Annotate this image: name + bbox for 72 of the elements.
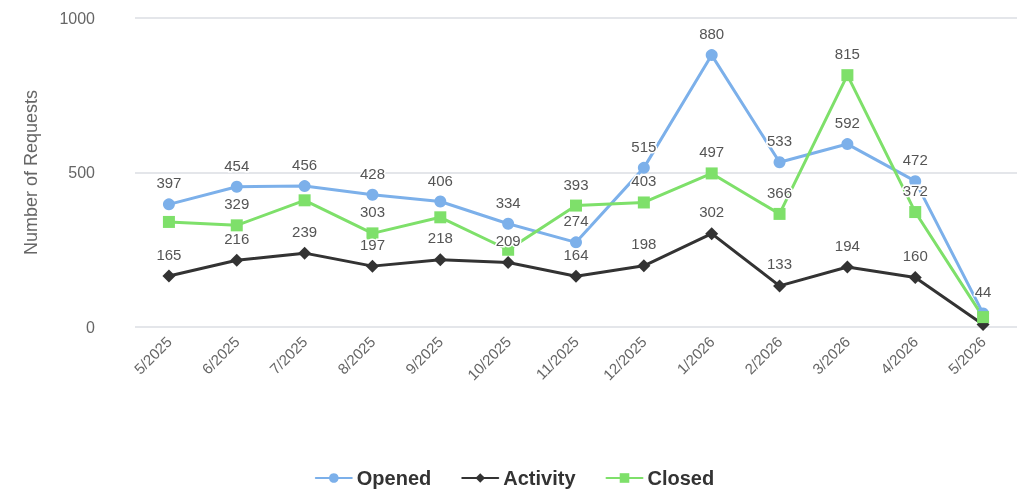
point bbox=[773, 279, 787, 293]
data-label: 44 bbox=[974, 283, 992, 301]
data-label: 160 bbox=[902, 247, 928, 265]
point bbox=[434, 211, 447, 224]
data-label: 164 bbox=[563, 245, 589, 263]
data-label: 515 bbox=[631, 137, 657, 155]
data-label: 165 bbox=[156, 245, 182, 263]
data-label: 239 bbox=[292, 222, 318, 240]
data-label: 456 bbox=[292, 156, 318, 174]
data-label: 303 bbox=[359, 203, 385, 221]
y-tick-label: 500 bbox=[68, 164, 96, 181]
data-label: 454 bbox=[224, 156, 250, 174]
point bbox=[162, 198, 175, 211]
data-label: 329 bbox=[224, 195, 250, 213]
point bbox=[637, 161, 650, 174]
y-axis-title: Number of Requests bbox=[21, 89, 41, 256]
point bbox=[637, 196, 650, 209]
data-label: 428 bbox=[359, 164, 385, 182]
point bbox=[840, 260, 854, 274]
data-label: 397 bbox=[156, 174, 182, 192]
point bbox=[570, 199, 582, 212]
point bbox=[977, 311, 990, 324]
data-label: 403 bbox=[631, 172, 657, 190]
point bbox=[773, 156, 786, 169]
point bbox=[841, 138, 854, 151]
point bbox=[637, 259, 651, 273]
data-label: 198 bbox=[631, 235, 657, 253]
data-label: 274 bbox=[563, 212, 589, 230]
data-label: 393 bbox=[563, 175, 589, 193]
data-label: 133 bbox=[767, 255, 793, 273]
point bbox=[841, 69, 854, 82]
point bbox=[570, 236, 582, 249]
point bbox=[909, 206, 922, 219]
data-label: 302 bbox=[699, 203, 725, 221]
data-label: 472 bbox=[902, 151, 928, 169]
point bbox=[705, 49, 718, 62]
point bbox=[705, 167, 718, 180]
point bbox=[230, 219, 243, 232]
legend-label: Closed bbox=[647, 467, 715, 489]
point bbox=[501, 255, 515, 269]
point bbox=[230, 180, 243, 193]
point bbox=[773, 207, 786, 220]
data-label: 334 bbox=[495, 193, 521, 211]
point bbox=[908, 271, 922, 285]
data-label: 406 bbox=[427, 171, 453, 189]
data-label: 197 bbox=[359, 235, 385, 253]
point bbox=[434, 195, 447, 208]
point bbox=[365, 259, 379, 273]
data-label: 497 bbox=[699, 143, 725, 161]
data-label: 216 bbox=[224, 229, 250, 247]
data-label: 218 bbox=[427, 229, 453, 247]
data-label: 880 bbox=[699, 25, 725, 43]
point bbox=[298, 194, 311, 207]
data-label: 815 bbox=[834, 45, 860, 63]
point bbox=[298, 180, 311, 193]
legend-label: Activity bbox=[503, 467, 577, 489]
legend-label: Opened bbox=[356, 467, 432, 489]
point bbox=[366, 227, 379, 240]
data-label: 533 bbox=[767, 132, 793, 150]
point bbox=[162, 269, 176, 283]
point bbox=[433, 253, 447, 267]
point bbox=[162, 215, 175, 228]
point bbox=[230, 253, 244, 267]
point bbox=[366, 188, 379, 201]
point bbox=[705, 227, 719, 241]
data-label: 592 bbox=[834, 114, 860, 132]
y-tick-label: 1000 bbox=[59, 9, 96, 27]
data-label: 194 bbox=[834, 236, 860, 254]
point bbox=[502, 217, 515, 230]
point bbox=[298, 246, 312, 260]
point bbox=[569, 269, 583, 283]
y-tick-label: 0 bbox=[86, 318, 96, 336]
